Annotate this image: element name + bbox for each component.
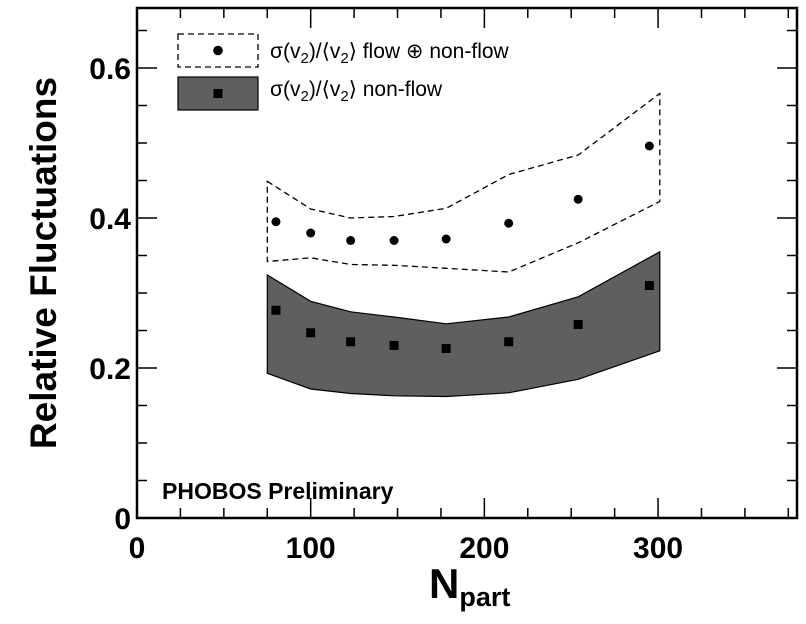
axis-ticks [137, 8, 797, 518]
x-tick-label-0: 0 [129, 532, 146, 565]
point-s0-1 [306, 228, 316, 238]
x-axis-title-sub: part [459, 582, 510, 612]
point-s0-4 [441, 234, 451, 244]
legend-marker-square [213, 89, 223, 98]
y-axis-title: Relative Fluctuations [23, 77, 64, 449]
point-s0-0 [271, 217, 281, 227]
y-tick-label-1: 0.2 [89, 353, 131, 386]
point-s1-3 [389, 341, 399, 350]
x-axis-title-main: N [429, 560, 459, 607]
point-s0-3 [389, 236, 399, 245]
y-tick-label-0: 0 [114, 503, 131, 536]
legend-marker-circle [213, 45, 223, 56]
point-s1-7 [644, 281, 654, 290]
legend-swatch-flow-nonflow [177, 33, 259, 68]
point-s0-2 [346, 236, 356, 245]
legend-label-nonflow: σ(v2)/⟨v2⟩ non-flow [270, 78, 443, 105]
x-tick-label-3: 300 [633, 532, 683, 565]
point-s1-5 [504, 337, 514, 347]
y-tick-label-3: 0.6 [89, 53, 131, 86]
band-series-0 [266, 92, 661, 273]
y-tick-label-2: 0.4 [89, 203, 131, 236]
point-s0-5 [504, 218, 514, 228]
x-tick-label-2: 200 [459, 532, 509, 565]
legend: σ(v2)/⟨v2⟩ flow ⊕ non-flow σ(v2)/⟨v2⟩ no… [177, 33, 510, 111]
point-s1-4 [441, 344, 451, 353]
point-s1-6 [573, 320, 583, 329]
preliminary-annotation: PHOBOS Preliminary [162, 478, 394, 504]
band-series-1 [266, 250, 661, 398]
point-s1-2 [346, 337, 356, 347]
point-s1-0 [271, 305, 281, 315]
error-bands [266, 92, 661, 398]
data-points [271, 141, 654, 353]
x-tick-label-1: 100 [286, 532, 336, 565]
plot-frame [135, 6, 799, 520]
tick-labels: 0 100 200 300 0 0.2 0.4 0.6 [89, 53, 683, 565]
point-s0-6 [573, 194, 583, 204]
point-s1-1 [306, 328, 316, 338]
x-axis-title: Npart [429, 560, 510, 612]
legend-label-flow-nonflow: σ(v2)/⟨v2⟩ flow ⊕ non-flow [270, 40, 510, 67]
point-s0-7 [644, 141, 654, 151]
